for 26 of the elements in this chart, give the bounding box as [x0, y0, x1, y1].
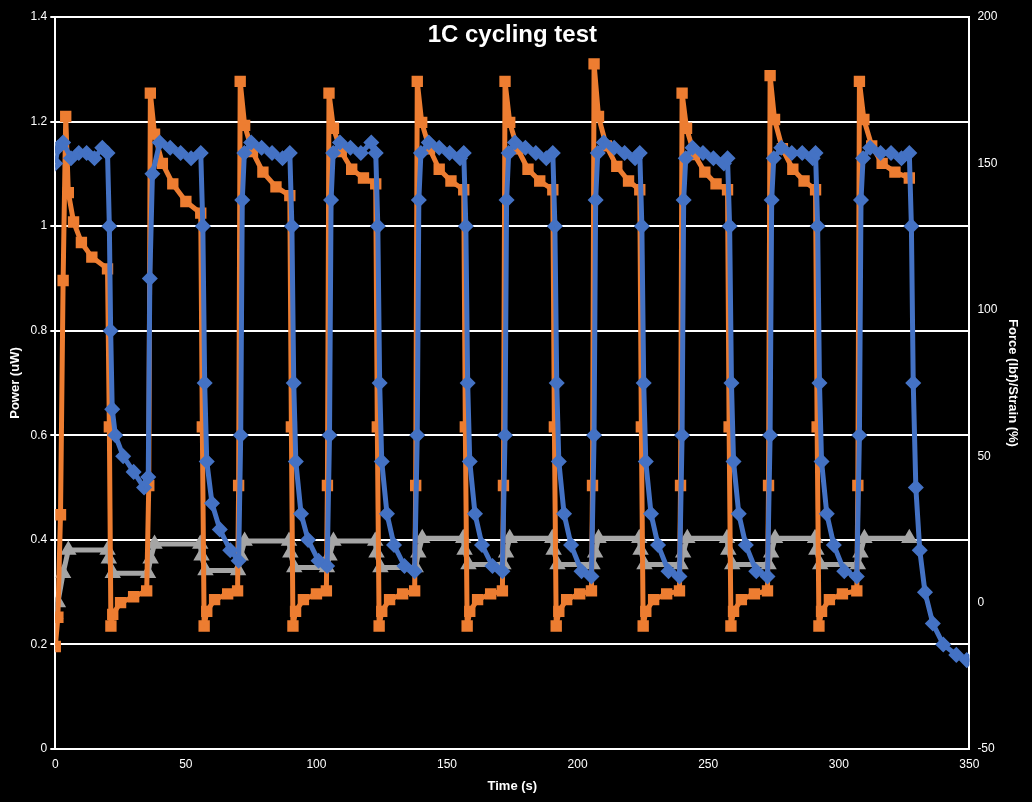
y-tick-label: 0.2	[30, 636, 48, 651]
y-tick-label: 1	[40, 218, 48, 233]
y2-tick-label: 150	[977, 155, 998, 170]
x-tick-label: 250	[698, 756, 719, 771]
x-tick-label: 100	[306, 756, 327, 771]
y-axis-title: Power (uW)	[7, 347, 23, 419]
y2-tick-label: 0	[977, 594, 985, 609]
y-tick-label: 1.4	[30, 9, 48, 24]
x-tick-label: 150	[437, 756, 458, 771]
y2-tick-label: 50	[977, 448, 992, 463]
x-tick-label: 50	[179, 756, 193, 771]
x-tick-label: 350	[959, 756, 980, 771]
y2-axis-title: Force (lbf)/Strain (%)	[1005, 319, 1021, 447]
chart-title: 1C cycling test	[427, 19, 598, 47]
y-tick-label: 1.2	[30, 113, 48, 128]
y2-tick-label: -50	[977, 741, 996, 756]
y-tick-label: 0	[40, 741, 48, 756]
y2-tick-label: 100	[977, 302, 998, 317]
x-tick-label: 0	[51, 756, 59, 771]
y-tick-label: 0.4	[30, 532, 48, 547]
y-tick-label: 0.8	[30, 323, 48, 338]
x-tick-label: 200	[567, 756, 588, 771]
x-axis-title: Time (s)	[487, 777, 538, 793]
x-tick-label: 300	[828, 756, 850, 771]
y-tick-label: 0.6	[30, 427, 48, 442]
y2-tick-label: 200	[977, 9, 998, 24]
